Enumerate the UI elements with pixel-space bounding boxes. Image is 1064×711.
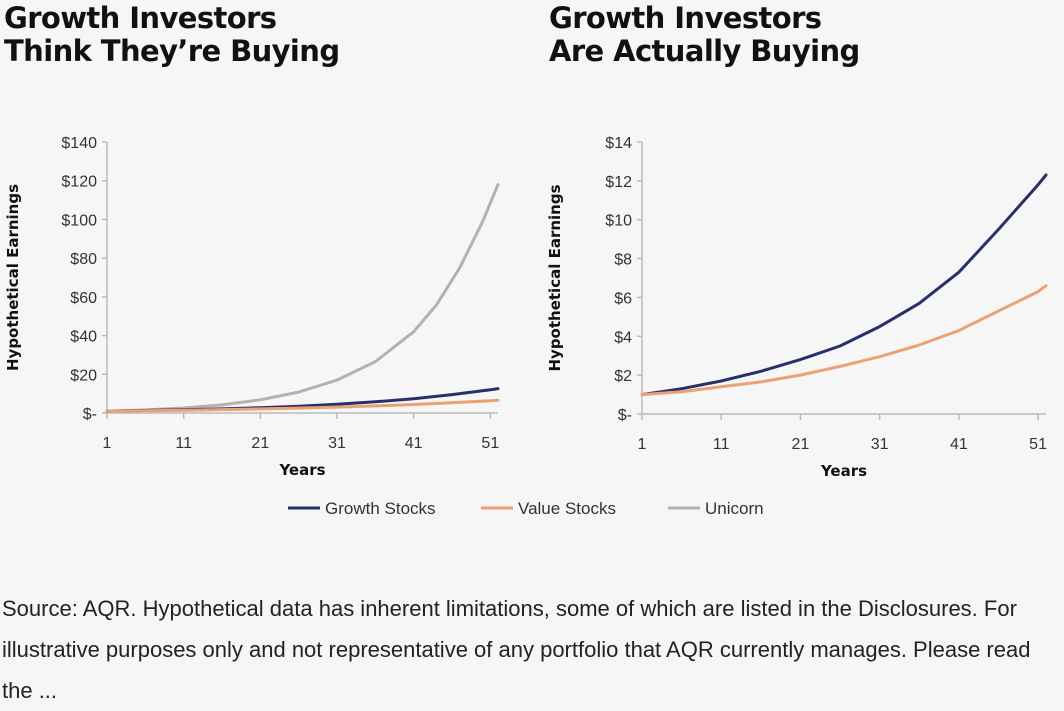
right-chart: $-$2$4$6$8$10$12$141 11 21 31 41 51YearsHypot… (546, 135, 1048, 480)
right-series-growth-stocks-line (640, 173, 1048, 397)
right-series-value-stocks-line (640, 284, 1048, 397)
right-x-tick-label: 51 (1029, 436, 1047, 453)
left-y-tick-label: $140 (61, 135, 97, 152)
right-x-axis-title: Years (820, 462, 867, 480)
left-y-tick-label: $60 (70, 290, 97, 307)
right-x-tick-label: 11 (713, 436, 730, 453)
right-y-tick-label: $14 (605, 135, 632, 152)
right-x-tick-label: 41 (950, 436, 968, 453)
source-note: Source: AQR. Hypothetical data has inher… (2, 596, 1031, 703)
right-y-tick-label: $4 (614, 329, 632, 346)
left-y-axis-title: Hypothetical Earnings (4, 184, 22, 371)
legend-label-unicorn: Unicorn (705, 499, 764, 518)
left-chart-title: Growth Investors Think They’re Buying (4, 1, 340, 68)
right-x-tick-label: 21 (792, 436, 810, 453)
right-x-tick-label: 1 (638, 436, 647, 453)
left-chart-title-line2: Think They’re Buying (4, 34, 340, 68)
left-y-tick-label: $20 (70, 367, 97, 384)
right-chart-title-line1: Growth Investors (549, 1, 822, 35)
left-series-unicorn-line (105, 183, 500, 413)
left-x-tick-label: 11 (175, 435, 192, 452)
legend-label-value-stocks: Value Stocks (518, 499, 616, 518)
left-x-tick-label: 1 (103, 435, 112, 452)
left-y-tick-label: $120 (61, 174, 97, 191)
right-y-tick-label: $6 (614, 290, 632, 307)
right-y-tick-label: $8 (614, 252, 632, 269)
right-chart-title: Growth Investors Are Actually Buying (549, 2, 860, 68)
left-chart-title-line1: Growth Investors (4, 1, 277, 35)
left-x-tick-label: 21 (251, 435, 269, 452)
right-y-tick-label: $- (618, 407, 632, 424)
left-x-tick-label: 51 (481, 435, 499, 452)
legend-label-growth-stocks: Growth Stocks (325, 499, 436, 518)
right-y-tick-label: $10 (605, 213, 632, 230)
left-y-tick-label: $40 (70, 329, 97, 346)
right-y-tick-label: $2 (614, 368, 632, 385)
left-x-tick-label: 41 (405, 435, 423, 452)
left-y-tick-label: $80 (70, 251, 97, 268)
chart-legend: Growth Stocks Value Stocks Unicorn (288, 499, 764, 518)
left-series-value-stocks-line (105, 398, 500, 413)
left-x-tick-label: 31 (328, 435, 346, 452)
left-y-tick-label: $100 (61, 212, 97, 229)
left-y-tick-label: $- (83, 406, 97, 423)
right-x-tick-label: 31 (871, 436, 889, 453)
right-y-tick-label: $12 (605, 174, 632, 191)
right-y-axis-title: Hypothetical Earnings (546, 184, 564, 371)
right-chart-title-line2: Are Actually Buying (549, 34, 860, 68)
left-x-axis-title: Years (278, 461, 325, 479)
